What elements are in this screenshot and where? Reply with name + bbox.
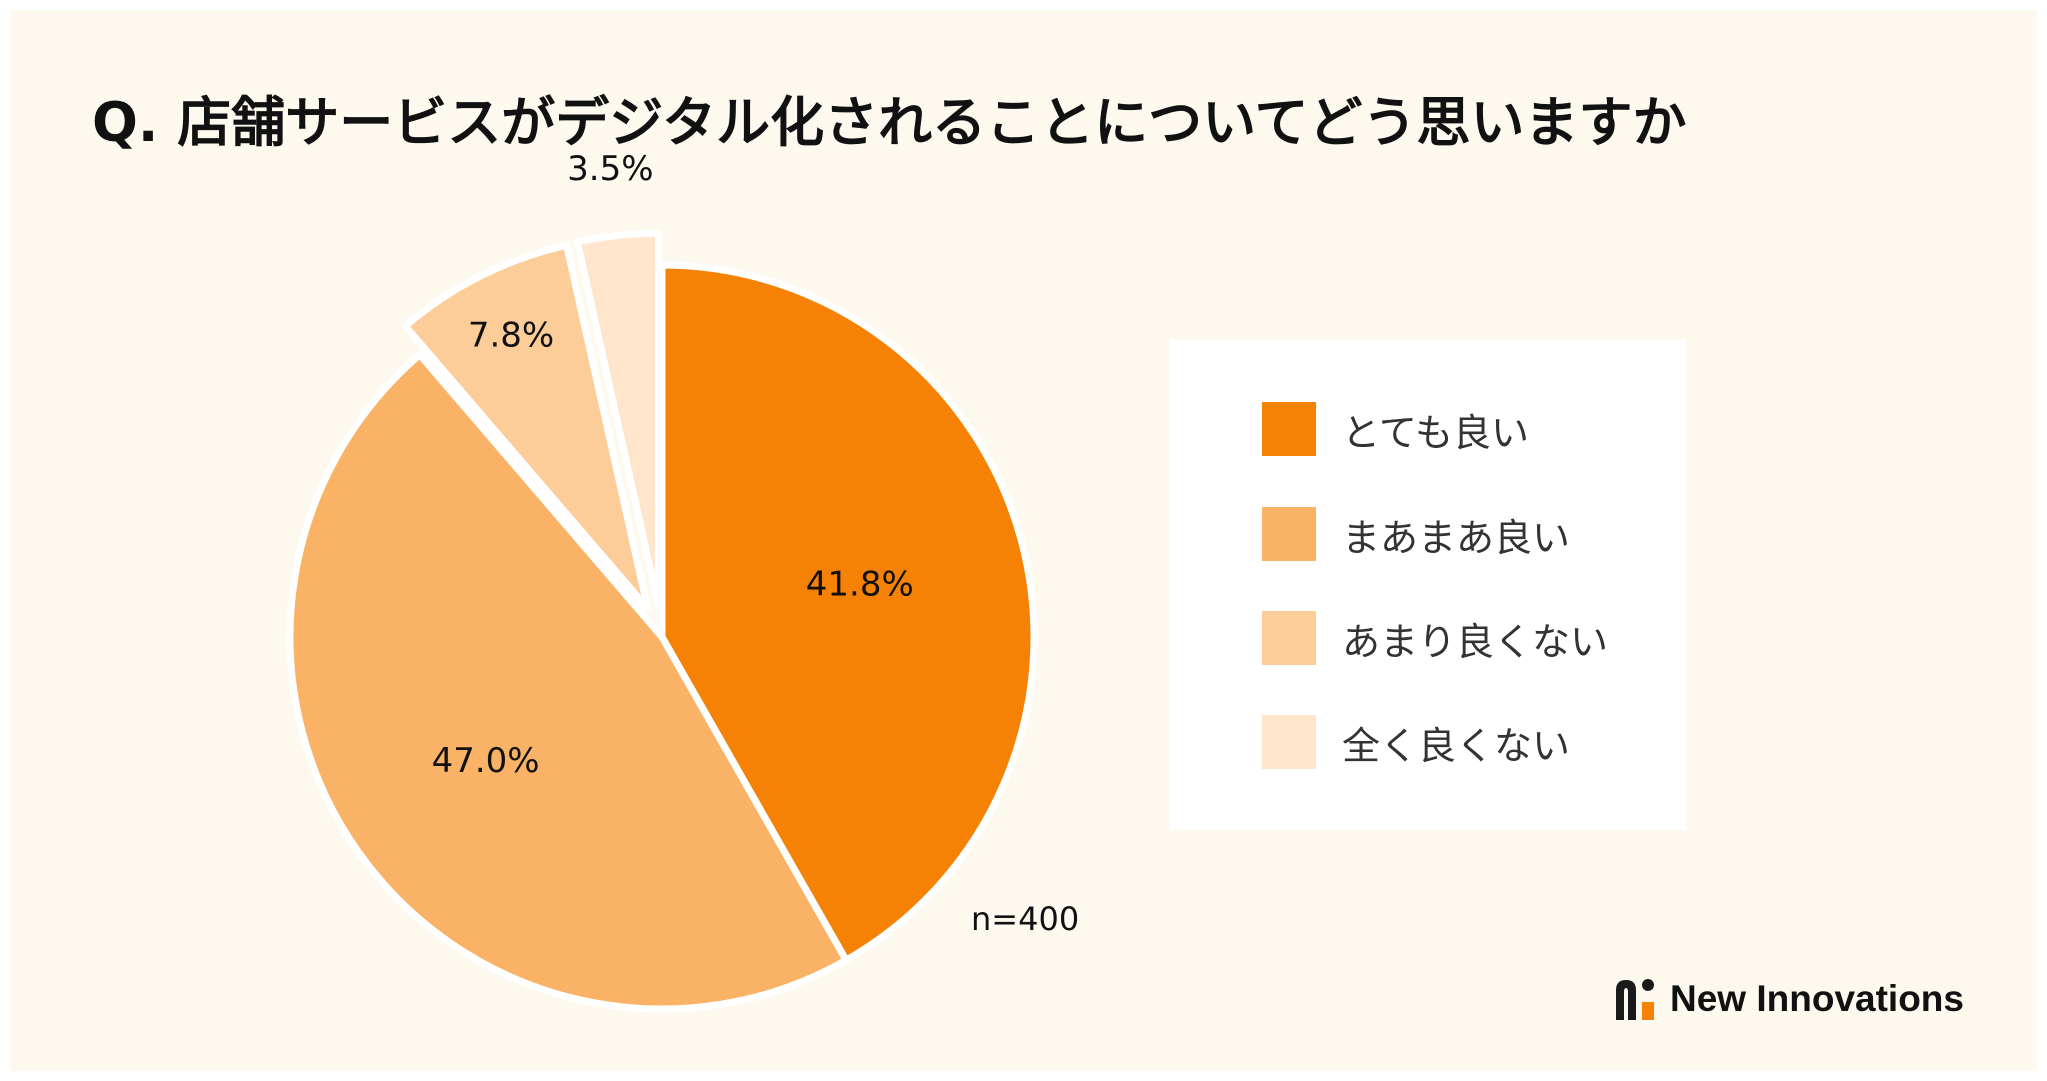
legend-label-not-so-good: あまり良くない — [1342, 619, 1609, 664]
legend-swatch-not-so-good — [1262, 611, 1316, 665]
data-label-not-good-at-all: 3.5% — [567, 149, 653, 189]
legend-swatch-not-good-at-all — [1262, 715, 1316, 769]
pie-slice-very-good — [658, 261, 1038, 964]
brand-logo: New Innovations — [1612, 976, 1964, 1022]
legend-item-fairly-good: まあまあ良い — [1262, 507, 1570, 561]
new-innovations-logo-icon — [1616, 979, 1654, 1020]
legend-label-very-good: とても良い — [1342, 410, 1529, 455]
data-label-very-good: 41.8% — [806, 565, 914, 605]
pie-slice-not-good-at-all — [573, 229, 662, 609]
legend-swatch-fairly-good — [1262, 507, 1316, 561]
legend-item-very-good: とても良い — [1262, 402, 1529, 456]
data-label-not-so-good: 7.8% — [468, 316, 554, 356]
brand-name: New Innovations — [1670, 978, 1964, 1019]
legend-item-not-good-at-all: 全く良くない — [1262, 715, 1570, 769]
data-label-fairly-good: 47.0% — [432, 741, 540, 781]
legend-label-fairly-good: まあまあ良い — [1342, 515, 1571, 560]
legend: とても良い まあまあ良い あまり良くない 全く良くない — [1170, 340, 1686, 830]
pie-slice-not-so-good — [401, 241, 652, 612]
sample-size-label: n=400 — [971, 900, 1080, 938]
chart-title: Q. 店舗サービスがデジタル化されることについてどう思いますか — [92, 91, 1687, 154]
legend-swatch-very-good — [1262, 402, 1316, 456]
pie-slice-fairly-good — [286, 351, 850, 1013]
legend-item-not-so-good: あまり良くない — [1262, 611, 1608, 665]
legend-label-not-good-at-all: 全く良くない — [1342, 723, 1571, 768]
